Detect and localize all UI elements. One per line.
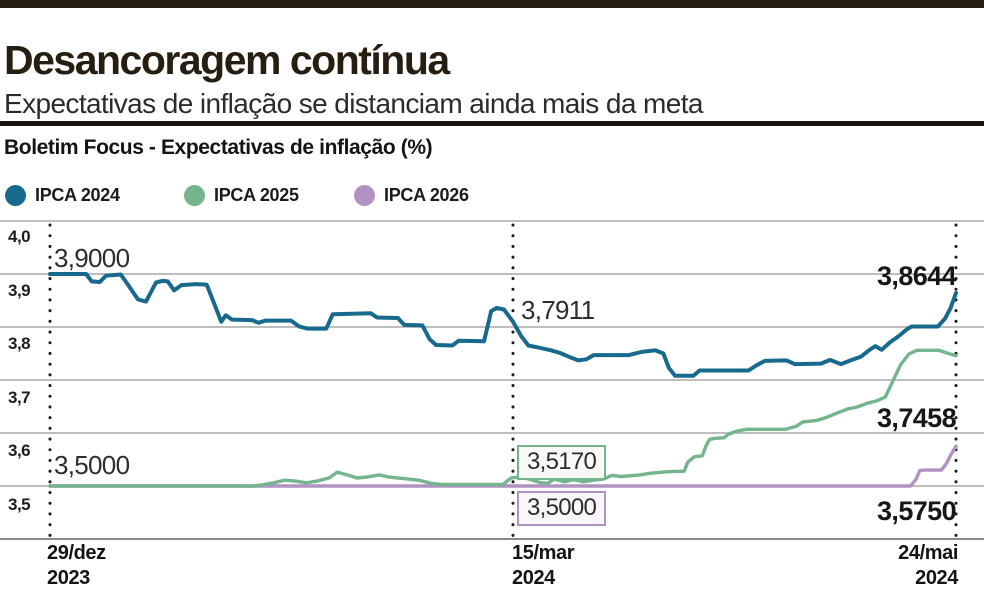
legend-label-ipca-2024: IPCA 2024 (35, 184, 120, 205)
annotation-ipca2024-start: 3,9000 (54, 243, 130, 273)
page-title: Desancoragem contínua (4, 37, 450, 84)
legend-dot-ipca-2024 (5, 184, 26, 206)
y-tick-3-6: 3,6 (8, 441, 31, 460)
page-subtitle: Expectativas de inflação se distanciam a… (4, 88, 703, 119)
legend-label-ipca-2026: IPCA 2026 (384, 184, 469, 205)
divider (0, 121, 984, 126)
annotation-ipca2026-end: 3,5750 (877, 496, 957, 526)
x-tick-3-year: 2024 (915, 567, 958, 589)
annotation-ipca2026-mid: 3,5000 (517, 491, 607, 526)
x-tick-2-date: 15/mar (512, 542, 575, 564)
y-tick-3-5: 3,5 (8, 495, 31, 514)
legend-dot-ipca-2026 (354, 184, 375, 206)
x-tick-1-date: 29/dez (47, 542, 106, 564)
x-tick-1-year: 2023 (47, 567, 90, 589)
legend-dot-ipca-2025 (184, 184, 205, 206)
annotation-ipca2024-mid: 3,7911 (521, 295, 595, 325)
y-tick-3-9: 3,9 (8, 281, 31, 300)
y-tick-3-8: 3,8 (8, 334, 31, 353)
legend-item-ipca-2025: IPCA 2025 (184, 183, 299, 207)
annotation-ipca2025-mid: 3,5170 (517, 445, 607, 480)
annotation-ipca2025-end: 3,7458 (877, 403, 957, 433)
y-tick-4-0: 4,0 (8, 227, 31, 246)
legend-label-ipca-2025: IPCA 2025 (214, 184, 299, 205)
y-tick-3-7: 3,7 (8, 388, 31, 407)
annotation-ipca2025-start: 3,5000 (54, 450, 130, 480)
legend-item-ipca-2026: IPCA 2026 (354, 183, 469, 207)
annotation-ipca2024-end: 3,8644 (877, 261, 957, 291)
x-tick-3-date: 24/mai (898, 542, 958, 564)
top-bar (0, 0, 984, 8)
legend-item-ipca-2024: IPCA 2024 (5, 183, 120, 207)
chart-title: Boletim Focus - Expectativas de inflação… (4, 136, 433, 159)
x-tick-2-year: 2024 (512, 567, 555, 589)
